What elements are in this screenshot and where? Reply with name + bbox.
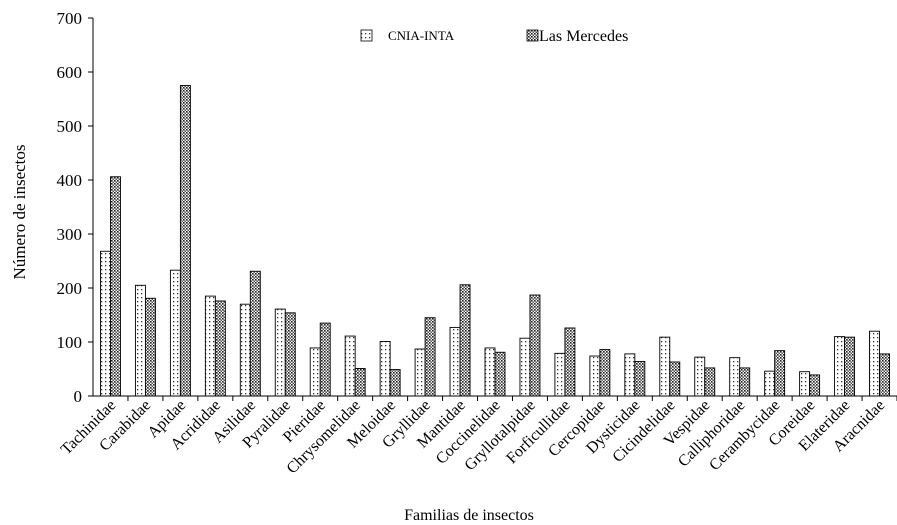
x-axis-ticks: TachinidaeCarabidaeApidaeAcrididaeAsilid… [58,396,897,477]
bar-cnia-inta-vespidae [694,356,706,397]
bar-cnia-inta-dysticidae [624,353,636,397]
bar-las-mercedes-coccinelidae [494,351,506,397]
bar-cnia-inta-chrysomelidae [344,335,356,397]
bar-cnia-inta-coccinelidae [484,347,496,397]
bar-las-mercedes-vespidae [704,367,716,397]
y-tick-label: 400 [57,171,83,190]
bar-cnia-inta-meloidae [379,341,391,397]
legend: CNIA-INTA Las Mercedes [360,28,628,45]
y-tick-label: 0 [74,387,83,406]
bar-las-mercedes-chrysomelidae [354,368,366,397]
bar-cnia-inta-acrididae [204,295,216,397]
bar-cnia-inta-asilidae [239,303,251,397]
bar-las-mercedes-pieridae [319,322,331,397]
bar-las-mercedes-cercopidae [599,349,611,397]
bar-cnia-inta-cerambycidae [764,370,776,397]
bar-las-mercedes-acrididae [214,300,226,397]
bar-las-mercedes-calliphoridae [739,367,751,397]
bar-las-mercedes-coreidae [809,374,821,397]
bar-las-mercedes-aracnidae [879,353,890,397]
bar-cnia-inta-calliphoridae [729,357,741,397]
bar-cnia-inta-apidae [169,269,181,397]
y-axis-label: Número de insectos [10,144,29,279]
bar-las-mercedes-pyralidae [284,312,296,397]
bar-las-mercedes-tachinidae [110,176,121,397]
y-tick-label: 600 [57,63,83,82]
bar-cnia-inta-pyralidae [274,308,286,397]
bar-cnia-inta-gryllidae [414,348,426,397]
bar-las-mercedes-apidae [179,85,191,397]
y-tick-label: 500 [57,117,83,136]
bars [100,85,890,397]
bar-las-mercedes-meloidae [389,369,401,397]
bar-cnia-inta-carabidae [134,284,146,397]
bar-las-mercedes-cerambycidae [774,350,786,397]
legend-label-cnia-inta: CNIA-INTA [388,28,455,43]
bar-las-mercedes-cicindelidae [669,361,681,397]
legend-label-las-mercedes: Las Mercedes [539,28,628,45]
y-tick-label: 100 [57,333,83,352]
bar-cnia-inta-coreidae [799,371,811,397]
bar-las-mercedes-gryllotalpidae [529,294,541,397]
bar-cnia-inta-forficullidae [554,352,566,397]
bar-cnia-inta-pieridae [309,347,321,397]
bar-cnia-inta-gryllotalpidae [519,337,531,397]
bar-cnia-inta-cicindelidae [659,336,671,397]
bar-las-mercedes-gryllidae [424,317,436,397]
x-axis-label: Familias de insectos [404,507,534,524]
legend-swatch-las-mercedes [526,29,539,42]
bar-cnia-inta-tachinidae [100,250,111,397]
bar-las-mercedes-mantidae [459,284,471,397]
y-tick-label: 200 [57,279,83,298]
bar-cnia-inta-aracnidae [869,330,880,397]
bar-las-mercedes-elateridae [844,336,856,397]
bar-las-mercedes-dysticidae [634,360,646,397]
bar-cnia-inta-elateridae [834,336,846,397]
bar-las-mercedes-forficullidae [564,327,576,397]
bar-las-mercedes-carabidae [144,297,156,397]
bar-las-mercedes-asilidae [249,270,261,397]
bar-cnia-inta-cercopidae [589,355,601,397]
legend-swatch-cnia-inta [360,29,373,42]
y-tick-label: 300 [57,225,83,244]
y-axis-ticks: 0 100 200 300 400 500 600 700 [57,9,93,406]
bar-cnia-inta-mantidae [449,326,461,397]
y-tick-label: 700 [57,9,83,28]
